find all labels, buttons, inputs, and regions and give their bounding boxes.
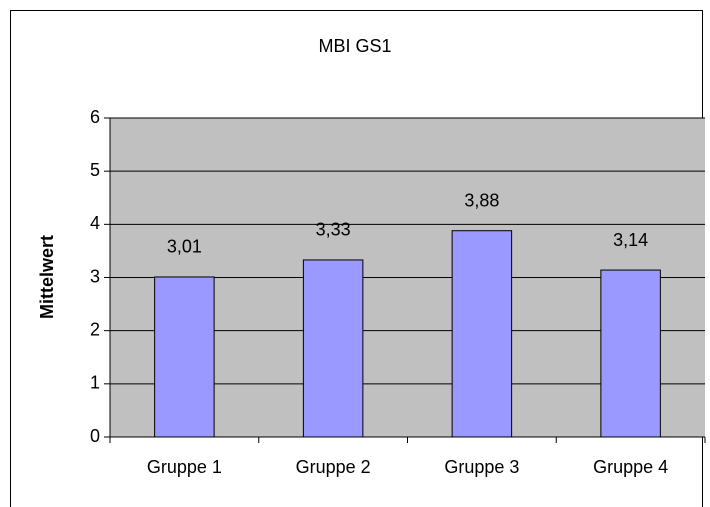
- y-tick-label: 4: [90, 213, 100, 233]
- y-tick-label: 1: [90, 373, 100, 393]
- data-label: 3,14: [613, 230, 648, 250]
- bar: [451, 230, 513, 438]
- x-tick-label: Gruppe 4: [593, 457, 668, 477]
- data-label: 3,01: [167, 237, 202, 257]
- y-tick-label: 5: [90, 160, 100, 180]
- bar: [600, 269, 661, 438]
- bar: [302, 259, 364, 438]
- x-tick-label: Gruppe 2: [296, 457, 371, 477]
- chart-title: MBI GS1: [318, 36, 391, 56]
- y-tick-label: 2: [90, 319, 100, 339]
- y-tick-label: 0: [90, 426, 100, 446]
- y-tick-label: 6: [90, 107, 100, 127]
- y-tick-label: 3: [90, 266, 100, 286]
- data-label: 3,33: [316, 220, 351, 240]
- data-label: 3,88: [464, 190, 499, 210]
- x-tick-label: Gruppe 1: [147, 457, 222, 477]
- y-axis-label: Mittelwert: [37, 235, 57, 319]
- x-tick-label: Gruppe 3: [444, 457, 519, 477]
- bar: [154, 276, 215, 438]
